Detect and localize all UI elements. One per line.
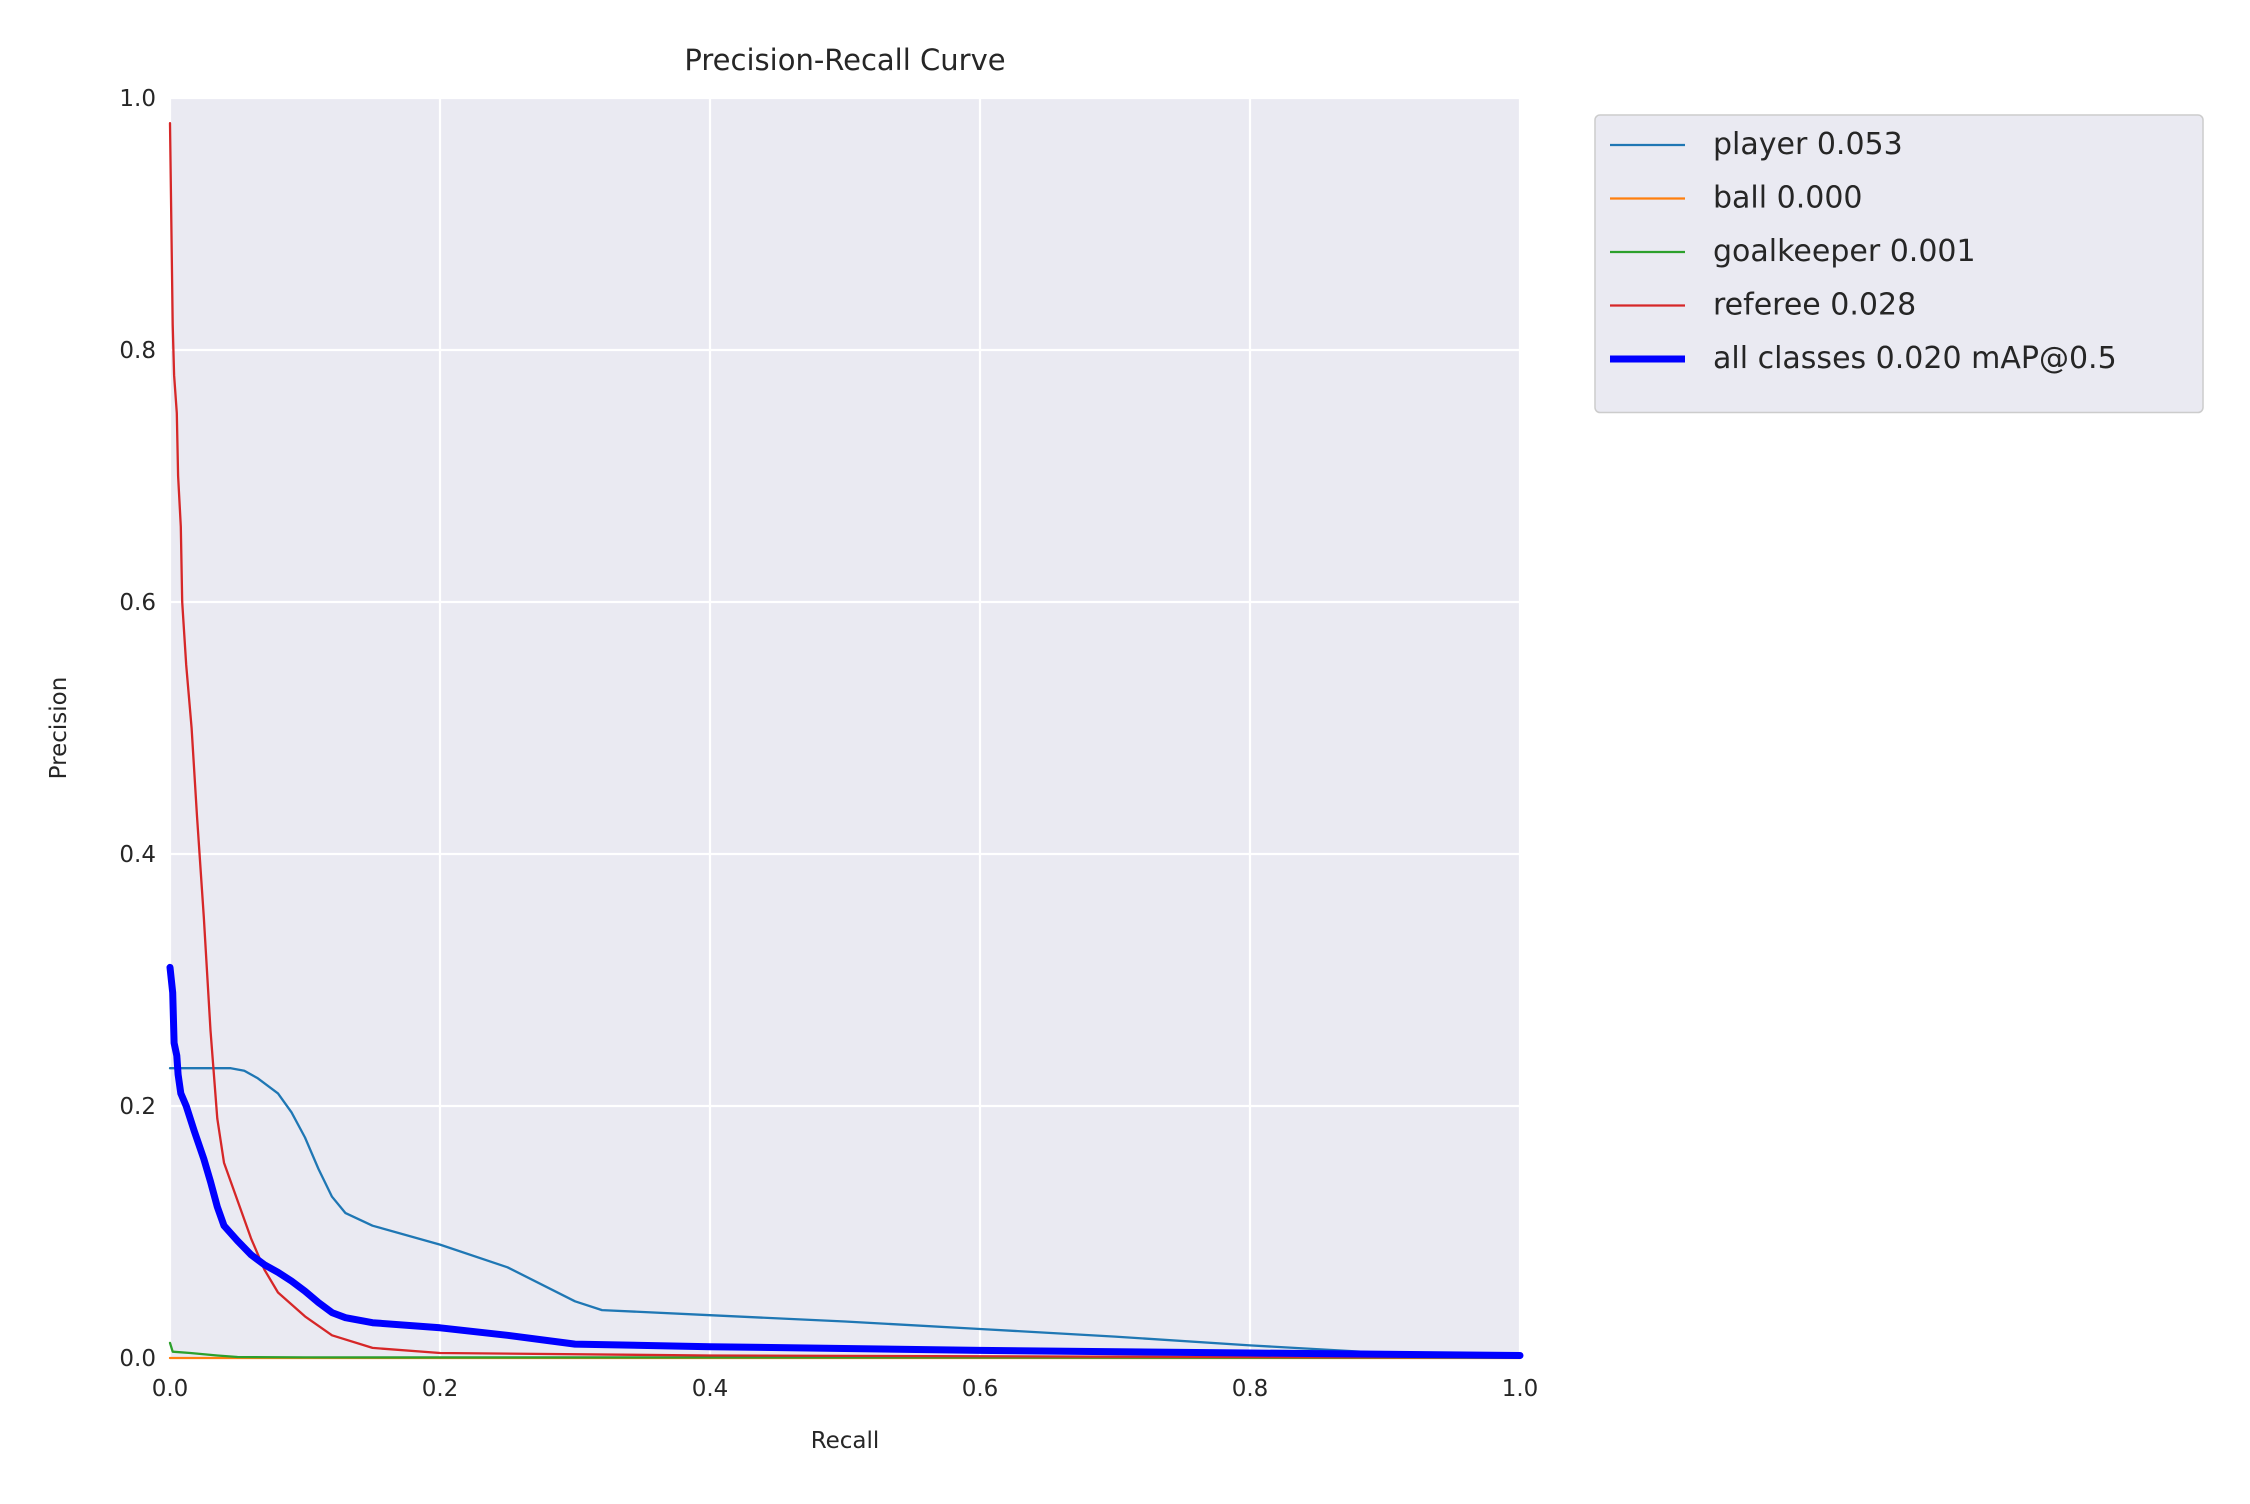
- x-tick-label: 0.2: [422, 1376, 459, 1402]
- x-tick-label: 0.8: [1232, 1376, 1269, 1402]
- x-axis-label: Recall: [811, 1428, 880, 1454]
- grid: [168, 96, 1522, 1360]
- series-line-4: [166, 963, 1524, 1359]
- y-tick-label: 0.0: [119, 1346, 156, 1372]
- series-line-2: [168, 1341, 1522, 1359]
- y-axis-label: Precision: [46, 677, 72, 780]
- plot-area: [170, 98, 1520, 1358]
- y-tick-label: 0.4: [119, 842, 156, 868]
- chart-title: Precision-Recall Curve: [684, 43, 1005, 77]
- x-tick-label: 0.4: [692, 1376, 729, 1402]
- series-lines: [166, 122, 1524, 1360]
- legend-label-4: all classes 0.020 mAP@0.5: [1713, 341, 2117, 376]
- legend-box: [1594, 114, 2204, 414]
- legend-label-2: goalkeeper 0.001: [1713, 234, 1976, 269]
- legend-label-1: ball 0.000: [1713, 181, 1863, 216]
- y-tick-label: 1.0: [119, 86, 156, 112]
- tick-labels: 0.0 0.2 0.4 0.6 0.8 1.0 0.0 0.2 0.4 0.6 0.8 1.0: [119, 86, 1538, 1402]
- series-line-3: [168, 122, 1522, 1359]
- y-tick-label: 0.8: [119, 338, 156, 364]
- legend: player 0.053 ball 0.000 goalkeeper 0.001 re…: [1594, 114, 2204, 414]
- legend-label-3: referee 0.028: [1713, 288, 1916, 323]
- x-tick-label: 1.0: [1502, 1376, 1539, 1402]
- series-line-0: [168, 1067, 1522, 1358]
- x-tick-label: 0.0: [152, 1376, 189, 1402]
- legend-label-0: player 0.053: [1713, 127, 1903, 162]
- y-tick-label: 0.2: [119, 1094, 156, 1120]
- x-tick-label: 0.6: [962, 1376, 999, 1402]
- y-tick-label: 0.6: [119, 590, 156, 616]
